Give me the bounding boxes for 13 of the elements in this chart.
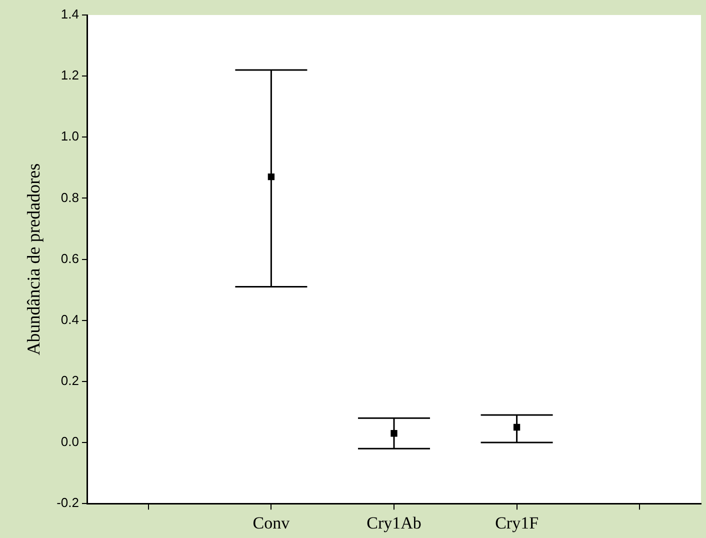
y-tick-label: 1.0 [60,128,79,144]
x-tick-label: Cry1Ab [366,513,422,532]
y-tick-label: 0.4 [60,312,79,327]
y-axis-title: Abundância de predadores [24,163,44,356]
y-tick-label: 0.2 [60,373,79,388]
y-tick-label: 0.8 [60,190,79,205]
y-tick-label: 1.4 [60,6,79,22]
y-tick-label: -0.2 [56,495,79,510]
x-tick-label: Conv [252,513,290,532]
y-tick-label: 1.2 [60,68,79,83]
x-tick-label: Cry1F [495,513,539,532]
y-tick-label: 0.0 [60,434,79,450]
y-tick-label: 0.6 [60,250,79,266]
